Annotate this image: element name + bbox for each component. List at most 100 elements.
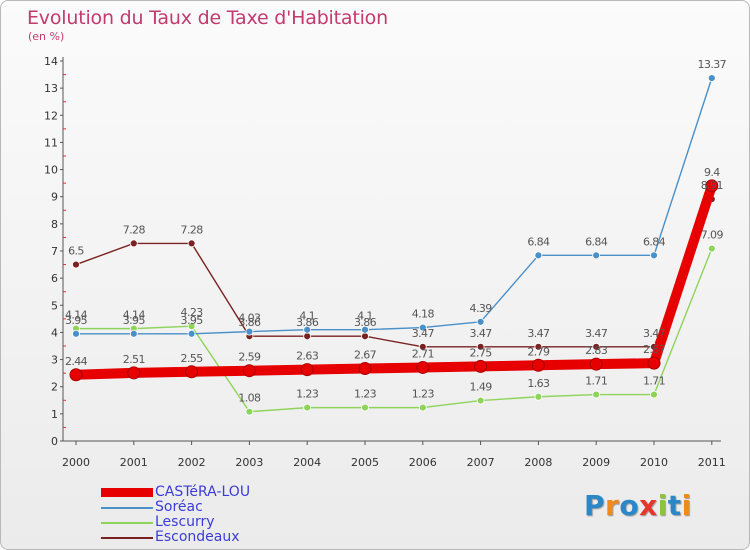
data-label: 2.67 bbox=[354, 349, 377, 362]
data-point bbox=[127, 366, 141, 380]
data-point bbox=[476, 342, 485, 351]
data-point bbox=[187, 322, 196, 331]
x-tick-label: 2005 bbox=[351, 456, 379, 469]
data-point bbox=[187, 239, 196, 248]
data-point bbox=[476, 317, 485, 326]
data-point bbox=[534, 392, 543, 401]
data-point bbox=[476, 396, 485, 405]
data-label: 1.71 bbox=[585, 375, 607, 388]
logo-letter: r bbox=[605, 489, 620, 522]
data-label: 2.51 bbox=[123, 353, 145, 366]
chart-title: Evolution du Taux de Taxe d'Habitation bbox=[27, 7, 388, 29]
data-point bbox=[69, 368, 83, 382]
data-label: 2.87 bbox=[643, 343, 666, 356]
x-tick-label: 2011 bbox=[698, 456, 726, 469]
data-point bbox=[303, 332, 312, 341]
data-point bbox=[129, 329, 138, 338]
data-label: 3.86 bbox=[354, 316, 377, 329]
data-point bbox=[474, 359, 488, 373]
data-point bbox=[129, 239, 138, 248]
data-label: 6.5 bbox=[68, 245, 84, 258]
data-label: 4.39 bbox=[470, 302, 493, 315]
data-label: 3.95 bbox=[65, 314, 88, 327]
legend-label-lescurry: Lescurry bbox=[155, 514, 215, 530]
y-tick-label: 9 bbox=[51, 191, 58, 204]
x-tick-label: 2006 bbox=[409, 456, 437, 469]
logo-letter: x bbox=[639, 489, 658, 522]
series-line-3 bbox=[75, 198, 713, 348]
data-point bbox=[300, 363, 314, 377]
logo-letter: i bbox=[657, 489, 668, 522]
data-label: 2.63 bbox=[296, 350, 319, 363]
data-label: 3.95 bbox=[181, 314, 204, 327]
data-point bbox=[245, 407, 254, 416]
y-tick-label: 8 bbox=[51, 218, 58, 231]
data-label: 6.84 bbox=[527, 235, 550, 248]
x-tick-label: 2004 bbox=[293, 456, 321, 469]
data-label: 3.47 bbox=[643, 327, 666, 340]
y-tick-label: 0 bbox=[51, 435, 58, 448]
data-label: 7.28 bbox=[181, 223, 204, 236]
data-point bbox=[185, 365, 199, 379]
data-point bbox=[534, 251, 543, 260]
proxiti-logo: Proxiti bbox=[584, 489, 692, 522]
data-point bbox=[361, 403, 369, 412]
data-point bbox=[303, 403, 312, 412]
data-label: 3.47 bbox=[585, 327, 608, 340]
data-point bbox=[707, 244, 716, 253]
data-label: 13.37 bbox=[698, 58, 727, 71]
data-point bbox=[303, 325, 312, 334]
x-tick-label: 2009 bbox=[582, 456, 610, 469]
data-label: 2.44 bbox=[65, 355, 88, 368]
data-label: 4.03 bbox=[238, 312, 261, 325]
x-tick-label: 2007 bbox=[467, 456, 495, 469]
x-tick-label: 2001 bbox=[120, 456, 148, 469]
data-label: 3.47 bbox=[527, 327, 550, 340]
data-point bbox=[72, 329, 80, 338]
data-label: 1.49 bbox=[470, 381, 493, 394]
data-label: 1.23 bbox=[412, 388, 435, 401]
data-label: 3.95 bbox=[123, 314, 146, 327]
x-tick-label: 2002 bbox=[178, 456, 206, 469]
legend-swatch-lescurry bbox=[101, 522, 153, 524]
data-label: 4.1 bbox=[299, 310, 315, 323]
data-point bbox=[707, 74, 716, 82]
data-label: 3.86 bbox=[296, 316, 319, 329]
series-line-2 bbox=[75, 247, 713, 413]
data-label: 2.71 bbox=[412, 347, 434, 360]
y-tick-label: 5 bbox=[51, 299, 58, 312]
logo-letter: i bbox=[681, 489, 692, 522]
data-label: 1.23 bbox=[354, 388, 377, 401]
data-point bbox=[650, 390, 658, 399]
y-tick-label: 11 bbox=[44, 136, 58, 149]
data-label: 4.1 bbox=[357, 310, 373, 323]
y-tick-label: 13 bbox=[44, 82, 58, 95]
data-point bbox=[358, 362, 372, 376]
data-point bbox=[705, 179, 719, 193]
data-point bbox=[418, 403, 427, 412]
data-point bbox=[242, 364, 256, 378]
data-label: 9.4 bbox=[704, 166, 720, 179]
data-point bbox=[592, 251, 601, 260]
data-point bbox=[361, 332, 369, 341]
data-label: 1.63 bbox=[527, 377, 550, 390]
y-tick-label: 2 bbox=[51, 381, 58, 394]
logo-letter: t bbox=[667, 489, 682, 522]
data-point bbox=[647, 356, 661, 370]
legend-swatch-castera-lou bbox=[101, 488, 153, 497]
y-tick-label: 14 bbox=[44, 55, 58, 68]
data-label: 8.91 bbox=[701, 179, 723, 192]
y-tick-label: 7 bbox=[51, 245, 58, 258]
data-point bbox=[416, 360, 430, 374]
data-point bbox=[592, 390, 601, 399]
data-point bbox=[418, 342, 427, 351]
y-tick-label: 6 bbox=[51, 272, 58, 285]
data-label: 2.75 bbox=[470, 346, 493, 359]
data-label: 2.79 bbox=[527, 345, 550, 358]
data-label: 1.08 bbox=[238, 392, 261, 405]
legend-swatch-soreac bbox=[101, 507, 153, 509]
data-label: 4.14 bbox=[123, 309, 146, 322]
data-point bbox=[531, 358, 545, 372]
data-label: 2.59 bbox=[238, 351, 261, 364]
